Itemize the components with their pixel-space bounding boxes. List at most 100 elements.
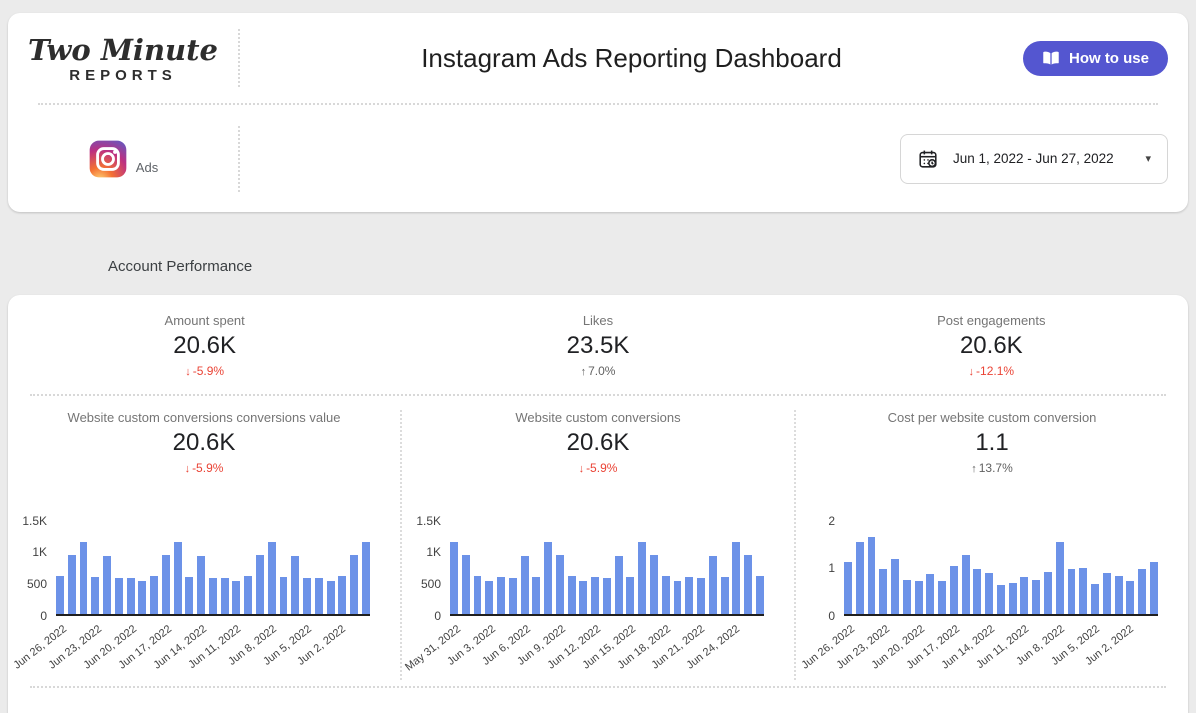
kpi-label: Likes: [582, 313, 614, 328]
y-axis-tick: 1.5K: [22, 513, 47, 528]
bar[interactable]: [79, 542, 88, 614]
bar[interactable]: [650, 554, 658, 614]
bar[interactable]: [197, 555, 206, 614]
bar[interactable]: [973, 568, 982, 614]
bar[interactable]: [914, 581, 923, 614]
bar[interactable]: [902, 580, 911, 614]
bar[interactable]: [361, 542, 370, 614]
bar[interactable]: [338, 576, 347, 614]
bar[interactable]: [661, 575, 670, 614]
bar[interactable]: [673, 580, 682, 614]
bar[interactable]: [626, 577, 635, 614]
bar[interactable]: [1032, 580, 1041, 614]
kpi-post-engagements: Post engagements 20.6K ↓ -12.1%: [795, 313, 1188, 378]
bar[interactable]: [450, 542, 458, 614]
bar[interactable]: [185, 577, 194, 614]
bar[interactable]: [949, 565, 958, 614]
bar[interactable]: [520, 555, 529, 614]
bars-area: [56, 521, 370, 616]
bar[interactable]: [161, 554, 170, 614]
bar[interactable]: [755, 575, 764, 614]
chevron-down-icon[interactable]: ▾: [1145, 153, 1151, 165]
bar[interactable]: [891, 558, 899, 614]
bar[interactable]: [150, 576, 159, 614]
bar[interactable]: [579, 580, 588, 614]
kpi-value: 20.6K: [959, 332, 1023, 359]
bar[interactable]: [232, 580, 241, 614]
bar[interactable]: [1067, 568, 1076, 614]
bar[interactable]: [1114, 576, 1123, 614]
header-top-row: Two Minute REPORTS Instagram Ads Reporti…: [8, 13, 1188, 103]
bar[interactable]: [985, 572, 994, 614]
bar[interactable]: [114, 578, 123, 614]
bar[interactable]: [1055, 542, 1064, 614]
bar[interactable]: [103, 555, 111, 614]
bar[interactable]: [56, 576, 64, 614]
bar[interactable]: [1091, 583, 1099, 614]
bar[interactable]: [697, 578, 705, 614]
bar[interactable]: [67, 554, 76, 614]
bar[interactable]: [267, 542, 276, 614]
bar[interactable]: [720, 577, 729, 614]
bar[interactable]: [855, 541, 864, 614]
bar[interactable]: [744, 554, 753, 614]
bar[interactable]: [708, 555, 717, 614]
bar[interactable]: [961, 554, 970, 614]
bar[interactable]: [732, 542, 741, 614]
bar[interactable]: [91, 577, 100, 614]
bar[interactable]: [544, 542, 553, 614]
chart-delta: ↓ -5.9%: [402, 461, 794, 475]
bar[interactable]: [138, 580, 147, 614]
bar[interactable]: [291, 555, 300, 614]
bar[interactable]: [1102, 572, 1111, 614]
bar[interactable]: [314, 577, 323, 614]
bar[interactable]: [844, 562, 852, 614]
bar[interactable]: [926, 574, 935, 614]
bar[interactable]: [867, 536, 876, 614]
bar[interactable]: [279, 577, 288, 614]
bar[interactable]: [1079, 567, 1088, 614]
bar[interactable]: [303, 578, 311, 614]
bar[interactable]: [350, 554, 359, 614]
trend-down-icon: ↓: [184, 462, 191, 475]
bar[interactable]: [1149, 562, 1158, 614]
bar[interactable]: [879, 569, 888, 614]
chart-delta: ↑ 13.7%: [796, 461, 1188, 475]
bar[interactable]: [485, 580, 494, 614]
account-performance-card: Amount spent 20.6K ↓ -5.9% Likes 23.5K ↑ 7…: [8, 295, 1188, 713]
bar[interactable]: [497, 577, 505, 614]
bar[interactable]: [326, 580, 335, 614]
bar[interactable]: [614, 555, 623, 614]
bar[interactable]: [1008, 583, 1017, 614]
bar[interactable]: [126, 577, 135, 614]
y-axis-tick: 1K: [426, 545, 441, 560]
bar[interactable]: [938, 581, 947, 614]
how-to-use-button[interactable]: How to use: [1022, 40, 1168, 76]
bar[interactable]: [256, 554, 264, 614]
bar[interactable]: [638, 542, 647, 614]
date-range-value: Jun 1, 2022 - Jun 27, 2022: [953, 151, 1114, 166]
bar[interactable]: [1138, 568, 1147, 614]
bar[interactable]: [1126, 581, 1135, 614]
bar[interactable]: [1020, 577, 1029, 614]
bar[interactable]: [591, 577, 600, 614]
bar[interactable]: [461, 554, 470, 614]
bar[interactable]: [555, 554, 564, 614]
date-range-picker[interactable]: Jun 1, 2022 - Jun 27, 2022 ▾: [900, 133, 1168, 184]
bar[interactable]: [685, 577, 694, 614]
bar[interactable]: [244, 576, 253, 614]
bar[interactable]: [173, 542, 182, 614]
bar[interactable]: [1044, 571, 1052, 614]
bar[interactable]: [220, 577, 229, 614]
kpi-likes: Likes 23.5K ↑ 7.0%: [401, 313, 794, 378]
bar[interactable]: [567, 575, 576, 614]
chart-delta: ↓ -5.9%: [8, 461, 400, 475]
bar[interactable]: [508, 578, 517, 614]
bar[interactable]: [996, 585, 1005, 614]
bar[interactable]: [208, 578, 217, 614]
bar[interactable]: [532, 577, 541, 614]
divider: [38, 103, 1158, 105]
kpi-delta: ↓ -12.1%: [795, 364, 1188, 378]
bar[interactable]: [473, 575, 482, 614]
bar[interactable]: [602, 578, 611, 614]
